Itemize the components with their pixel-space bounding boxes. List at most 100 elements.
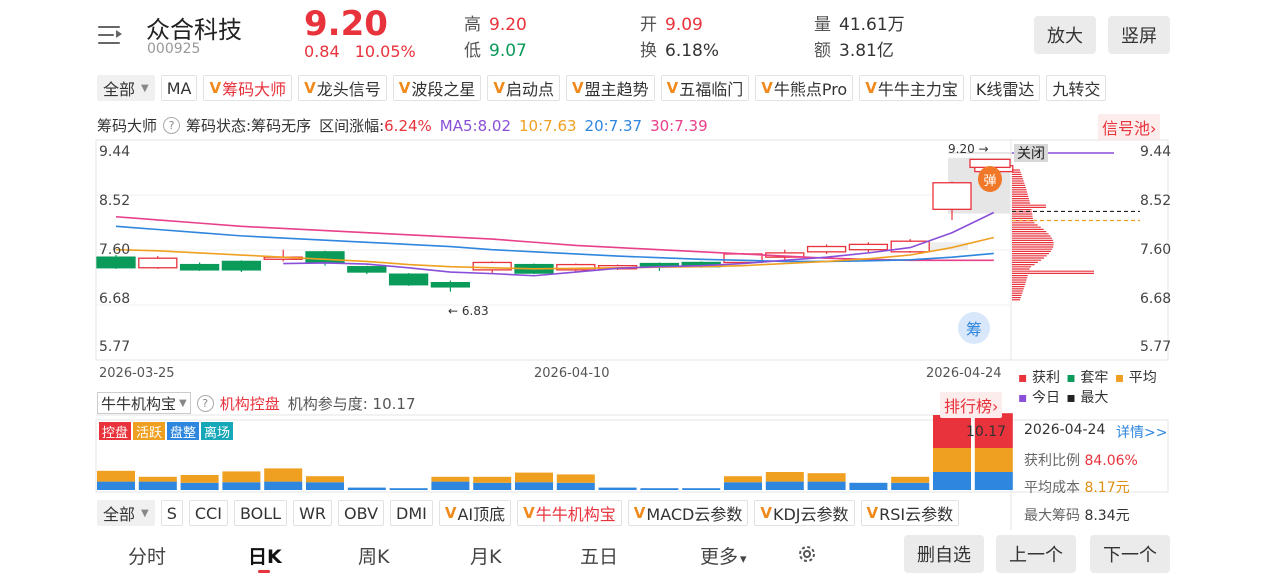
institution-selector[interactable]: 牛牛机构宝 ▼ [97,392,191,414]
y-tick-right: 8.52 [1140,192,1172,209]
period-tab-2[interactable]: 周K [358,542,389,569]
period-tab-0[interactable]: 分时 [128,542,166,569]
close-chip-overlay-button[interactable]: 关闭 [1014,144,1048,162]
rank-label: 排行榜 [944,397,993,416]
inst-bar-blue [682,488,721,490]
inst-bar-blue [389,488,428,490]
sub-tab-3[interactable]: WR [293,500,332,526]
period-tab-5[interactable]: 更多 ▾ [700,542,747,569]
tab-all-label: 全部 [103,80,136,99]
menu-icon[interactable] [98,24,124,46]
vip-v-icon: V [304,79,316,97]
tab-all-indicators[interactable]: 全部 ▼ [97,75,155,101]
legend-profit: 获利 [1031,370,1060,386]
indicator-tab-9[interactable]: K线雷达 [969,75,1041,101]
indicator-tab-row: 全部 ▼ MA V 筹码大师 V 龙头信号 V 波段之星 V 启动点 V 盟主趋势 V 五福临门 V 牛熊点P… [97,75,1170,101]
low-annotation: ← 6.83 [448,304,489,318]
indicator-tab-label: 龙头信号 [316,80,381,99]
candle-down [96,256,136,269]
turnover-stat: 换 6.18% [640,36,719,61]
rank-button[interactable]: 排行榜› [940,392,1003,418]
help-icon[interactable]: ? [163,117,181,134]
indicator-tab-1[interactable]: V 筹码大师 [203,75,293,101]
indicator-tab-4[interactable]: V 启动点 [487,75,560,101]
period-tab-label: 月K [470,546,502,568]
indicator-tab-0[interactable]: MA [160,75,198,101]
inst-bar-blue [347,487,386,490]
prev-stock-button[interactable]: 上一个 [996,535,1076,573]
candle-up [556,263,596,271]
indicator-tab-6[interactable]: V 五福临门 [660,75,750,101]
sub-tab-10[interactable]: V RSI云参数 [860,500,960,526]
sub-tab-0[interactable]: S [160,500,183,526]
sub-tab-2[interactable]: BOLL [233,500,288,526]
period-tab-1[interactable]: 日K [248,542,282,569]
chip-highlight-band-2 [906,242,968,251]
next-stock-button[interactable]: 下一个 [1090,535,1170,573]
price-change: 0.84 10.05% [304,42,416,61]
candle-down [388,273,429,286]
inst-bar-red [933,415,971,448]
sub-tab-8[interactable]: V MACD云参数 [627,500,749,526]
indicator-tab-3[interactable]: V 波段之星 [392,75,482,101]
volume-label: 量 [814,15,831,35]
low-label: 低 [464,41,481,61]
y-tick-left: 7.60 [99,241,131,258]
inst-bar-orange [933,448,971,472]
period-tab-3[interactable]: 月K [470,542,501,569]
legend-avg: 平均 [1128,370,1157,386]
date-label-start: 2026-03-25 [99,366,175,381]
chip-detail-link[interactable]: 详情>> [1116,425,1168,441]
sub-tab-6[interactable]: V AI顶底 [438,500,512,526]
sub-indicator-tab-row: 全部 ▼ S CCI BOLL WR OBV DMI V AI顶底 V 牛牛机构宝 V MACD云参数 V… [97,500,1012,526]
indicator-tab-label: 九转交 [1052,80,1101,99]
legend-today: 今日 [1031,390,1060,406]
indicator-tab-2[interactable]: V 龙头信号 [298,75,387,101]
remove-watchlist-button[interactable]: 删自选 [904,535,984,573]
main-legend: 筹码大师 ? 筹码状态:筹码无序 区间涨幅: 6.24% MA5:8.02 10… [97,115,708,136]
vip-v-icon: V [444,504,457,522]
sub-tab-1[interactable]: CCI [188,500,228,526]
settings-gear-icon[interactable] [796,543,818,565]
more-caret-icon: ▾ [740,552,747,567]
institution-tag-2: 盘整 [167,422,200,441]
turnover-value: 6.18% [665,41,720,61]
sub-tab-9[interactable]: V KDJ云参数 [754,500,855,526]
period-tab-label: 日K [248,546,282,568]
institution-max-value: 10.17 [966,424,1007,440]
inst-bar-orange [264,468,303,482]
sub-tab-7[interactable]: V 牛牛机构宝 [517,500,622,526]
sub-tab-5[interactable]: DMI [390,500,433,526]
sub-tab-label: MACD云参数 [646,505,743,524]
candle-up [932,182,972,210]
current-price: 9.20 [304,4,388,44]
signal-pool-button[interactable]: 信号池› [1098,114,1161,140]
sub-tab-label: WR [299,503,326,523]
portrait-button[interactable]: 竖屏 [1108,16,1170,54]
chip-toggle-icon[interactable]: 筹 [958,312,990,344]
indicator-tab-7[interactable]: V 牛熊点Pro [755,75,854,101]
subtab-all[interactable]: 全部 ▼ [97,500,155,526]
period-tab-4[interactable]: 五日 [580,542,618,569]
inst-bar-blue [974,472,1013,490]
indicator-tab-5[interactable]: V 盟主趋势 [565,75,655,101]
period-tab-label: 更多 [700,546,739,568]
inst-bar-orange [222,471,261,483]
subtab-caret-icon: ▼ [141,507,149,519]
indicator-tab-label: 牛熊点Pro [773,80,848,99]
inst-bar-blue [515,482,553,490]
pop-icon[interactable]: 弹 [978,166,1002,192]
zoom-button[interactable]: 放大 [1034,16,1096,54]
indicator-tab-8[interactable]: V 牛牛主力宝 [859,75,964,101]
sub-tab-label: DMI [396,503,427,523]
ma10-line [115,236,994,270]
institution-help-icon[interactable]: ? [196,394,214,412]
indicator-tab-10[interactable]: 九转交 [1046,75,1107,101]
indicator-tab-label: 五福临门 [679,80,744,99]
sub-tab-label: AI顶底 [457,505,506,524]
sub-tab-4[interactable]: OBV [338,500,385,526]
indicator-tab-label: 筹码大师 [222,80,287,99]
inst-bar-orange [515,472,553,483]
candle-down [305,251,345,264]
